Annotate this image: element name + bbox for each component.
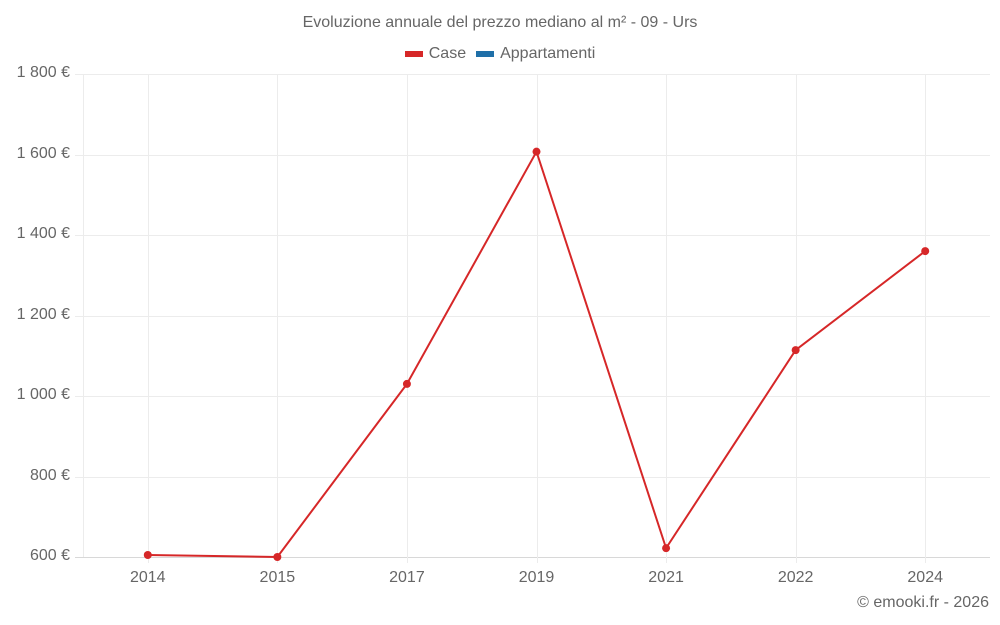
x-tick: 2014 (129, 569, 166, 586)
y-tick: 1 200 € (16, 305, 70, 323)
data-point[interactable] (921, 247, 930, 256)
x-tick: 2024 (907, 569, 943, 586)
data-point[interactable] (791, 346, 800, 355)
x-tick: 2022 (777, 569, 814, 586)
y-tick: 1 400 € (16, 225, 70, 242)
x-tick: 2017 (389, 569, 425, 586)
data-point[interactable] (662, 544, 671, 553)
data-point[interactable] (532, 147, 541, 156)
y-tick: 800 € (29, 466, 70, 484)
data-point[interactable] (273, 553, 282, 561)
y-tick: 1 000 € (16, 386, 70, 403)
grid-lines (75, 74, 990, 563)
y-tick: 1 800 € (16, 64, 70, 81)
legend-label-case: Case (428, 45, 467, 62)
y-tick: 600 € (29, 547, 70, 564)
x-tick: 2015 (259, 569, 296, 586)
legend: Case Appartamenti (0, 45, 1000, 63)
x-tick: 2021 (648, 569, 684, 586)
y-tick: 1 600 € (16, 144, 70, 162)
legend-label-appartamenti: Appartamenti (500, 45, 596, 62)
legend-item-case[interactable]: Case (404, 45, 467, 63)
x-tick: 2019 (518, 569, 555, 586)
credit-text: © emooki.fr - 2026 (857, 594, 989, 611)
series-case (143, 147, 930, 561)
chart-title: Evoluzione annuale del prezzo mediano al… (302, 14, 698, 31)
legend-swatch-case (404, 51, 423, 57)
legend-swatch-appartamenti (476, 51, 495, 57)
data-point[interactable] (402, 379, 411, 388)
legend-item-appartamenti[interactable]: Appartamenti (476, 45, 595, 63)
data-point[interactable] (143, 550, 152, 559)
